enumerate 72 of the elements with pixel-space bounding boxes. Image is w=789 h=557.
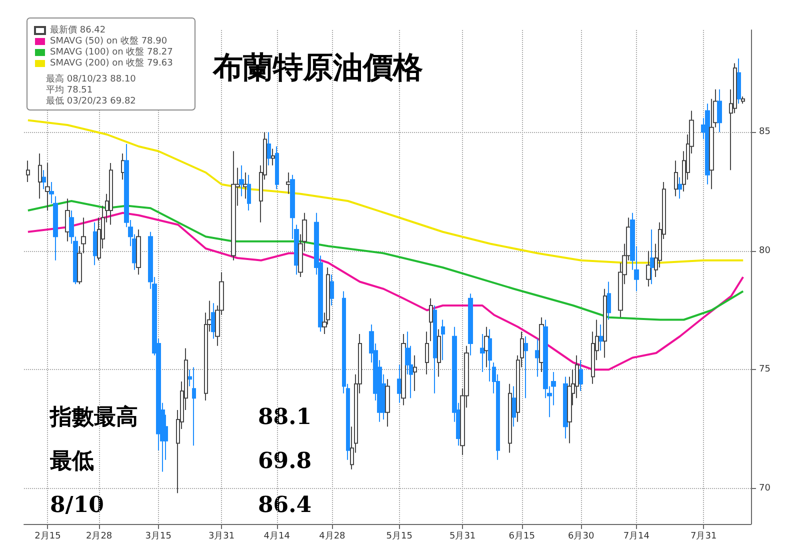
candlestick	[286, 172, 291, 194]
y-tick-label: 70	[759, 483, 771, 494]
candlestick	[243, 172, 248, 200]
candlestick	[397, 364, 402, 404]
candlestick	[211, 302, 216, 340]
candlestick	[579, 360, 583, 392]
annotation: 最低	[49, 448, 94, 474]
candlestick	[646, 250, 651, 287]
annotation: 88.1	[258, 404, 312, 430]
candlestick	[413, 354, 417, 392]
candlestick	[192, 366, 196, 446]
candlestick	[267, 132, 271, 166]
candlestick	[484, 326, 489, 368]
candlestick	[275, 146, 279, 190]
candlestick	[488, 328, 492, 382]
candlestick	[433, 305, 437, 394]
annotation: 最低 03/20/23 69.82	[46, 96, 136, 106]
x-tick-label: 5月31	[449, 532, 476, 542]
annotation: 8/10	[50, 492, 104, 518]
annotation: 指數最高	[49, 404, 138, 430]
x-tick-label: 4月28	[319, 532, 346, 542]
candlestick	[429, 298, 433, 342]
candlestick	[239, 164, 244, 197]
candlestick	[717, 88, 722, 133]
candlestick	[599, 324, 603, 352]
y-tick-label: 85	[759, 127, 770, 138]
x-tick-label: 2月15	[34, 532, 61, 542]
x-tick-label: 6月30	[568, 532, 594, 542]
candlestick	[136, 229, 141, 276]
x-tick-label: 4月14	[264, 532, 290, 542]
candlestick	[737, 58, 741, 104]
candlestick	[508, 383, 512, 454]
candlestick	[425, 331, 429, 375]
candlestick	[741, 96, 745, 104]
candlestick	[480, 334, 485, 372]
text: 布蘭特原油價格	[212, 50, 423, 86]
candlestick	[385, 378, 390, 428]
candlestick	[247, 174, 251, 211]
legend-label: SMAVG (100) on 收盤 78.27	[50, 46, 173, 58]
candlestick	[121, 153, 125, 180]
candlestick	[401, 334, 406, 406]
candlestick	[650, 229, 654, 285]
y-tick-label: 80	[759, 246, 771, 256]
x-tick-label: 6月15	[508, 532, 535, 542]
annotation: 69.8	[258, 448, 312, 474]
x-tick-label: 7月14	[623, 532, 650, 542]
candlestick	[603, 288, 607, 358]
annotation: 平均 78.51	[46, 84, 93, 96]
x-tick-label: 7月31	[690, 532, 717, 542]
x-tick-label: 2月28	[86, 532, 112, 542]
candlestick	[607, 281, 611, 320]
x-tick-label: 5月15	[386, 532, 412, 542]
x-tick-label: 3月31	[208, 532, 235, 542]
candlestick	[524, 336, 528, 399]
y-tick-label: 75	[759, 364, 770, 375]
candlestick	[441, 319, 445, 361]
candlestick	[512, 386, 516, 428]
candlestick	[231, 150, 236, 261]
candlestick	[468, 293, 473, 356]
candlestick	[330, 274, 334, 306]
candlestick	[535, 338, 540, 378]
legend-label: 最新價 86.42	[50, 24, 106, 36]
annotation: 最高 08/10/23 88.10	[46, 74, 136, 84]
candlestick	[271, 148, 275, 166]
candlestick	[109, 162, 113, 226]
x-tick-label: 3月15	[145, 532, 172, 542]
candlestick	[674, 160, 678, 197]
legend-label: SMAVG (200) on 收盤 79.63	[50, 58, 173, 68]
candlestick	[678, 176, 682, 200]
candlestick	[437, 328, 441, 378]
legend-label: SMAVG (50) on 收盤 78.90	[50, 36, 168, 46]
annotation: 86.4	[258, 492, 312, 518]
